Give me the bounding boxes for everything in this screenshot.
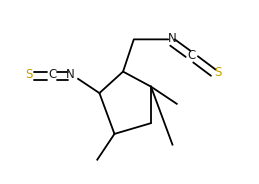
Text: N: N bbox=[66, 68, 75, 81]
Text: S: S bbox=[214, 66, 222, 79]
Text: N: N bbox=[168, 32, 177, 45]
Text: C: C bbox=[188, 49, 196, 62]
Text: C: C bbox=[48, 68, 56, 81]
Text: S: S bbox=[25, 68, 32, 81]
